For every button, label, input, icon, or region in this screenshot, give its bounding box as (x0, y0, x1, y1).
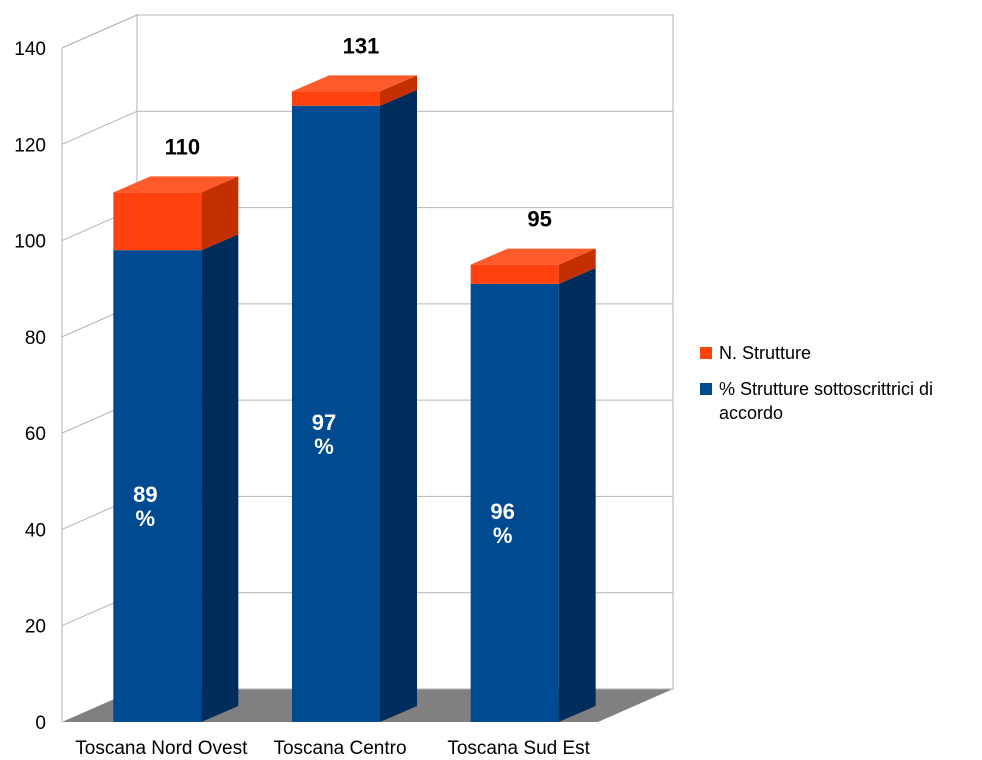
y-tick-label: 0 (35, 713, 46, 734)
gridline-side (61, 110, 138, 145)
legend: N. Strutture % Strutture sottoscrittrici … (700, 343, 933, 423)
percent-data-label: % (493, 523, 513, 548)
percent-data-label: % (314, 434, 334, 459)
percent-data-label: 97 (312, 410, 336, 435)
legend-label: accordo (719, 403, 783, 423)
percent-data-label: % (136, 506, 156, 531)
bar-segment-side (201, 176, 239, 251)
bar-segment-front (292, 105, 380, 723)
bar-segment-front (113, 250, 202, 722)
percent-data-label: 96 (490, 499, 514, 524)
x-tick-label: Toscana Centro (273, 738, 406, 759)
legend-label: % Strutture sottoscrittrici di (719, 379, 933, 399)
bar-segment-side (558, 267, 596, 722)
bar-segment-side (558, 248, 596, 284)
bar-group: 89% 110 (113, 134, 239, 722)
bar-segment-top (292, 75, 417, 92)
y-tick-label: 60 (25, 424, 46, 445)
x-tick-label: Toscana Sud Est (447, 738, 590, 759)
bar-group: 96% 95 (470, 207, 596, 722)
bar-segment-front (113, 192, 202, 251)
bars: 89% 110 97% 131 96% 95 (113, 33, 596, 723)
y-tick-label: 120 (14, 135, 46, 156)
y-tick-label: 140 (14, 39, 46, 60)
y-tick-label: 100 (14, 232, 46, 253)
legend-swatch (700, 383, 712, 395)
bar-segment-front (292, 91, 380, 106)
y-tick-label: 40 (25, 520, 46, 541)
bar-segment-front (470, 264, 559, 284)
y-tick-label: 20 (25, 617, 46, 638)
x-axis-labels: Toscana Nord Ovest Toscana Centro Toscana … (75, 738, 590, 759)
bar-segment-top (470, 248, 596, 265)
total-data-label: 110 (165, 134, 201, 159)
bar-segment-top (113, 176, 239, 193)
y-tick-label: 80 (25, 328, 46, 349)
legend-label: N. Strutture (719, 343, 811, 363)
gridline-side (61, 14, 138, 49)
bar-group: 97% 131 (292, 33, 417, 723)
legend-swatch (700, 347, 712, 359)
bar-segment-front (470, 283, 559, 722)
total-data-label: 131 (343, 33, 380, 58)
y-axis-ticks: 0 20 40 60 80 100 120 140 (14, 39, 46, 734)
percent-data-label: 89 (133, 482, 157, 507)
bar-segment-side (201, 234, 239, 722)
total-data-label: 95 (527, 207, 551, 232)
x-tick-label: Toscana Nord Ovest (75, 738, 248, 759)
bar-segment-side (380, 89, 417, 723)
bar-segment-side (380, 75, 417, 106)
